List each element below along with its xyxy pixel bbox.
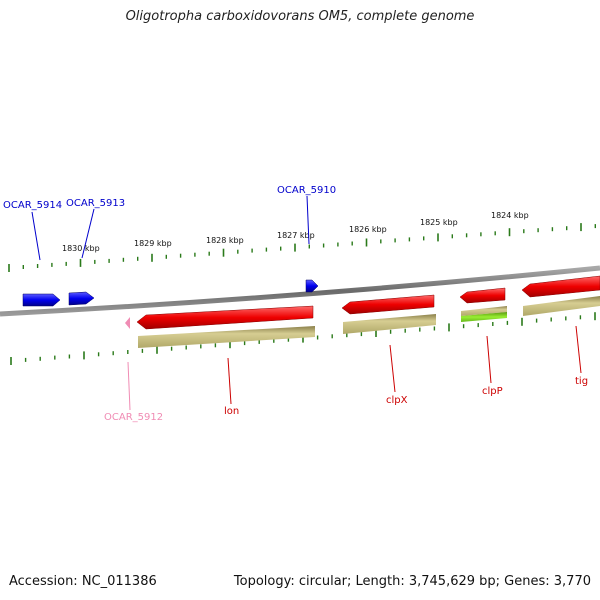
leader-clpx (389, 344, 396, 393)
cds-lon[interactable] (138, 326, 315, 348)
gene-ocar-5914[interactable] (22, 293, 61, 307)
scale-ticks-top (8, 223, 596, 272)
scale-label-1826: 1826 kbp (349, 225, 387, 234)
leader-tig (575, 325, 582, 374)
cds-clpp-green[interactable] (461, 312, 507, 322)
gene-lon[interactable] (136, 305, 314, 330)
scale-ticks-bottom (10, 312, 596, 365)
gene-label-ocar-5914: OCAR_5914 (3, 200, 62, 211)
scale-label-1828: 1828 kbp (206, 236, 244, 245)
leader-lon (227, 357, 232, 405)
scale-label-1825: 1825 kbp (420, 218, 458, 227)
accession-label: Accession: NC_011386 (9, 574, 157, 589)
leader-ocar-5912 (127, 361, 131, 411)
gene-ocar-5913[interactable] (68, 291, 95, 306)
cds-tig[interactable] (523, 296, 600, 316)
gene-label-ocar-5912: OCAR_5912 (104, 412, 163, 423)
gene-label-ocar-5910: OCAR_5910 (277, 185, 336, 196)
genome-summary: Topology: circular; Length: 3,745,629 bp… (233, 574, 591, 589)
scale-label-1830: 1830 kbp (62, 244, 100, 253)
gene-ocar-5912[interactable] (125, 317, 130, 329)
leader-ocar-5914 (31, 211, 41, 261)
gene-label-tig: tig (575, 376, 588, 387)
gene-clpp[interactable] (459, 287, 506, 304)
cds-clpp[interactable] (461, 306, 507, 316)
cds-clpx[interactable] (343, 314, 436, 334)
gene-label-clpx: clpX (386, 395, 408, 406)
leader-ocar-5910 (306, 195, 310, 245)
scale-label-1829: 1829 kbp (134, 239, 172, 248)
leader-clpp (486, 335, 492, 384)
gene-label-clpp: clpP (482, 386, 503, 397)
gene-ocar-5910[interactable] (305, 279, 319, 293)
gene-clpx[interactable] (341, 294, 435, 315)
gene-label-lon: lon (224, 406, 239, 417)
gene-tig[interactable] (521, 275, 600, 298)
scale-label-1827: 1827 kbp (277, 231, 315, 240)
leader-ocar-5913 (81, 208, 95, 259)
genome-title: Oligotropha carboxidovorans OM5, complet… (125, 9, 475, 24)
genome-backbone (0, 265, 600, 317)
gene-label-ocar-5913: OCAR_5913 (66, 198, 125, 209)
scale-label-1824: 1824 kbp (491, 211, 529, 220)
